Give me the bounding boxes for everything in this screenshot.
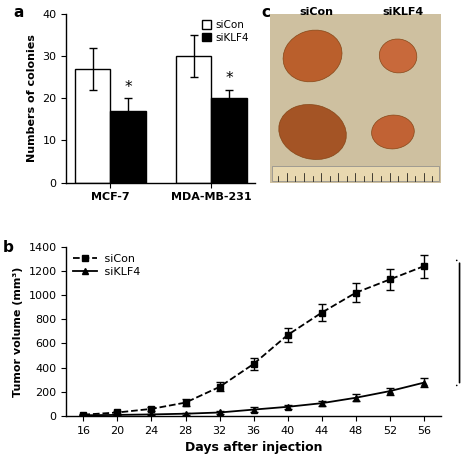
X-axis label: Days after injection: Days after injection	[185, 441, 322, 454]
Text: c: c	[261, 5, 270, 20]
Ellipse shape	[372, 115, 414, 149]
Bar	[211, 98, 247, 183]
Legend:  siCon,  siKLF4: siCon, siKLF4	[72, 252, 141, 278]
Text: b: b	[3, 240, 14, 255]
Text: a: a	[13, 5, 24, 20]
FancyBboxPatch shape	[270, 14, 441, 183]
Y-axis label: Tumor volume (mm³): Tumor volume (mm³)	[13, 266, 23, 397]
Ellipse shape	[379, 39, 417, 73]
Text: *: *	[124, 80, 132, 95]
Ellipse shape	[283, 30, 342, 82]
Legend: siCon, siKLF4: siCon, siKLF4	[201, 19, 250, 43]
Text: siKLF4: siKLF4	[383, 7, 424, 17]
Text: siCon: siCon	[299, 7, 333, 17]
Text: *: *	[225, 71, 233, 86]
Bar	[75, 69, 110, 183]
Y-axis label: Numbers of colonies: Numbers of colonies	[27, 34, 37, 162]
Bar	[176, 56, 211, 183]
Ellipse shape	[279, 105, 346, 159]
FancyBboxPatch shape	[272, 166, 439, 181]
Bar	[110, 111, 146, 183]
